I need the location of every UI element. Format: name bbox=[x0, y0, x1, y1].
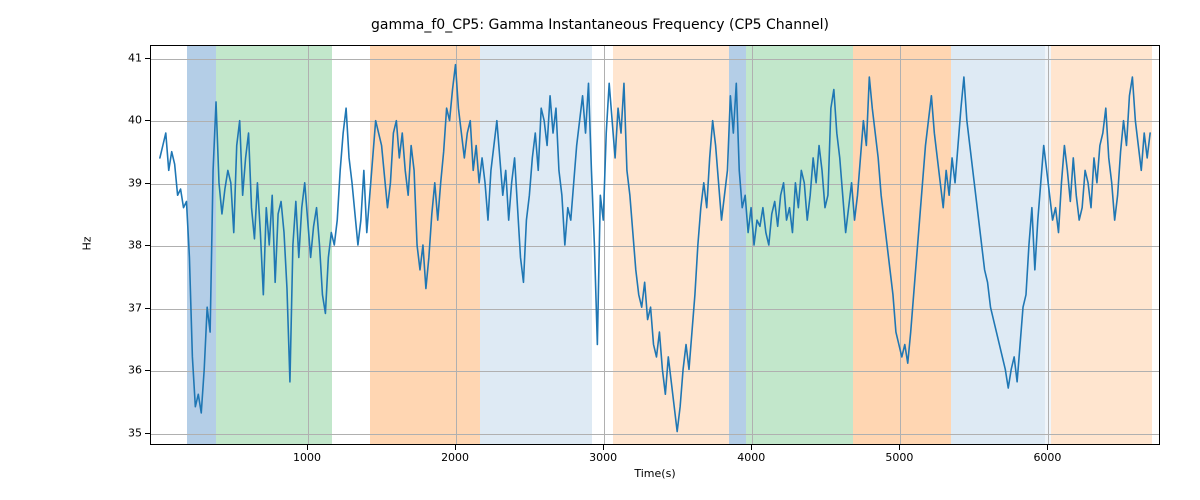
x-tick-mark bbox=[307, 445, 308, 450]
y-tick-mark bbox=[145, 433, 150, 434]
y-tick-mark bbox=[145, 58, 150, 59]
x-tick-mark bbox=[899, 445, 900, 450]
x-tick-mark bbox=[1047, 445, 1048, 450]
y-tick-label: 37 bbox=[112, 301, 142, 314]
y-tick-label: 38 bbox=[112, 239, 142, 252]
x-tick-label: 4000 bbox=[737, 451, 765, 464]
y-tick-label: 39 bbox=[112, 176, 142, 189]
x-tick-mark bbox=[751, 445, 752, 450]
y-tick-label: 41 bbox=[112, 51, 142, 64]
y-tick-mark bbox=[145, 120, 150, 121]
x-tick-label: 2000 bbox=[441, 451, 469, 464]
y-tick-label: 40 bbox=[112, 114, 142, 127]
x-axis-label: Time(s) bbox=[150, 467, 1160, 480]
plot-area bbox=[150, 45, 1160, 445]
x-tick-label: 3000 bbox=[589, 451, 617, 464]
figure: gamma_f0_CP5: Gamma Instantaneous Freque… bbox=[0, 0, 1200, 500]
x-tick-label: 1000 bbox=[293, 451, 321, 464]
y-tick-mark bbox=[145, 308, 150, 309]
chart-title: gamma_f0_CP5: Gamma Instantaneous Freque… bbox=[0, 17, 1200, 33]
y-tick-label: 36 bbox=[112, 364, 142, 377]
y-tick-mark bbox=[145, 245, 150, 246]
y-tick-mark bbox=[145, 183, 150, 184]
x-tick-mark bbox=[603, 445, 604, 450]
x-tick-mark bbox=[455, 445, 456, 450]
line-series bbox=[151, 46, 1159, 444]
data-line bbox=[160, 65, 1150, 432]
x-tick-label: 5000 bbox=[885, 451, 913, 464]
x-tick-label: 6000 bbox=[1033, 451, 1061, 464]
y-axis-label: Hz bbox=[81, 236, 94, 250]
y-tick-mark bbox=[145, 370, 150, 371]
y-tick-label: 35 bbox=[112, 426, 142, 439]
